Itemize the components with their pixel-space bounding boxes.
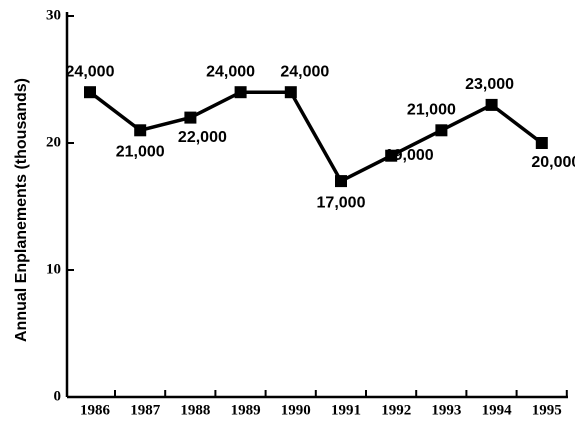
y-tick-label: 0 — [54, 388, 62, 404]
marker — [435, 124, 448, 137]
data-label: 21,000 — [116, 144, 165, 161]
data-label: 17,000 — [317, 194, 366, 211]
data-label: 24,000 — [206, 63, 255, 80]
x-tick-label: 1992 — [381, 402, 411, 418]
y-tick-label: 20 — [46, 134, 61, 150]
data-label: 19,000 — [385, 147, 434, 164]
marker — [535, 137, 548, 149]
marker — [184, 111, 197, 124]
data-label: 24,000 — [280, 63, 329, 80]
data-label: 21,000 — [407, 102, 456, 119]
marker — [335, 175, 347, 188]
x-tick-label: 1989 — [231, 402, 261, 418]
marker — [485, 98, 498, 111]
y-axis-label: Annual Enplanements (thousands) — [13, 78, 30, 342]
marker — [385, 149, 398, 162]
data-label: 24,000 — [66, 63, 115, 80]
marker — [234, 86, 247, 99]
x-tick-label: 1986 — [80, 402, 111, 418]
data-label: 20,000 — [531, 154, 575, 171]
line — [88, 90, 543, 184]
x-tick-label: 1994 — [482, 402, 513, 418]
data-label: 23,000 — [465, 76, 514, 93]
x-tick-label: 1993 — [431, 402, 461, 418]
x-tick-label: 1995 — [532, 402, 562, 418]
x-tick-label: 1990 — [281, 402, 311, 418]
marker — [134, 124, 147, 137]
marker — [284, 86, 297, 99]
marker — [84, 86, 96, 99]
x-tick-label: 1991 — [331, 402, 361, 418]
y-tick-label: 10 — [46, 261, 61, 277]
x-tick-label: 1988 — [180, 402, 210, 418]
x-tick-label: 1987 — [130, 402, 161, 418]
y-tick-label: 30 — [46, 7, 61, 23]
data-label: 22,000 — [178, 129, 227, 146]
